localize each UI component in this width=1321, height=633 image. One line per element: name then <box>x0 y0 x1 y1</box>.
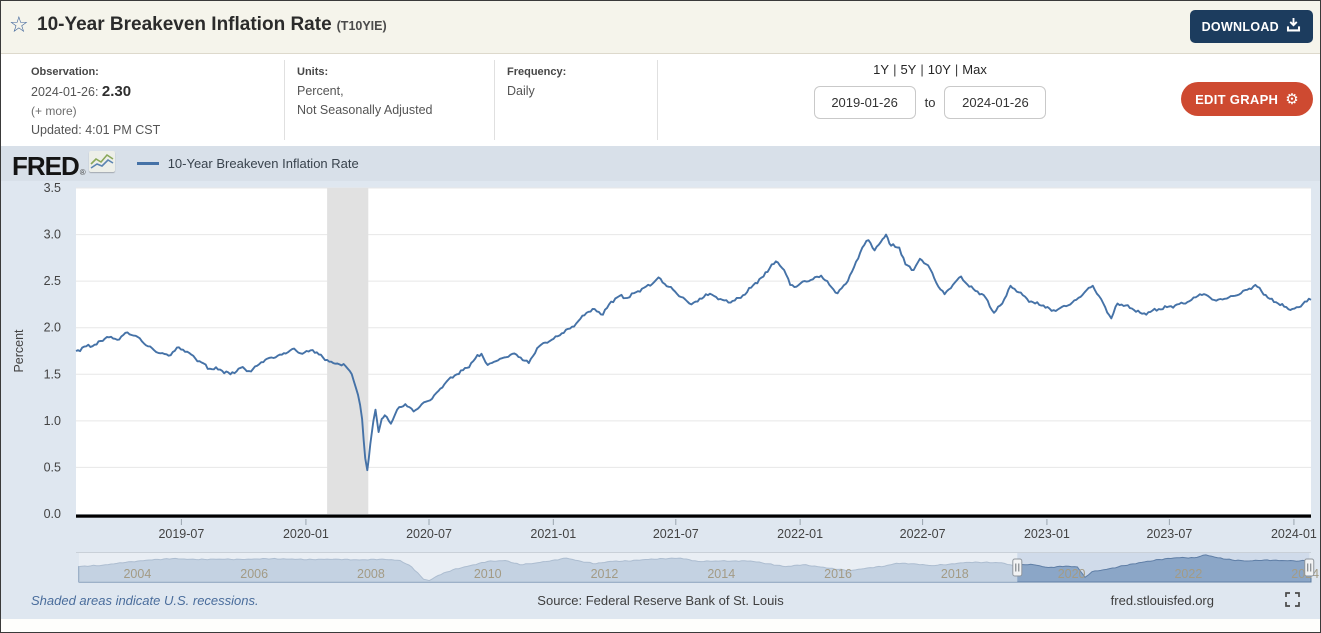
y-tick-label: 2.0 <box>44 321 61 335</box>
navigator-year-label: 2020 <box>1058 567 1086 581</box>
download-button-label: DOWNLOAD <box>1201 19 1279 34</box>
observation-label: Observation: <box>31 66 99 78</box>
y-tick-label: 3.0 <box>44 228 61 242</box>
x-tick-label: 2021-07 <box>653 527 699 541</box>
x-tick-label: 2022-07 <box>900 527 946 541</box>
divider <box>284 60 285 140</box>
frequency-value: Daily <box>507 84 535 98</box>
chart-footer: Shaded areas indicate U.S. recessions. S… <box>1 590 1320 614</box>
site-text: fred.stlouisfed.org <box>1110 593 1214 608</box>
navigator-year-label: 2014 <box>707 567 735 581</box>
navigator-handle[interactable] <box>1012 558 1023 577</box>
series-title: 10-Year Breakeven Inflation Rate <box>37 14 332 35</box>
fred-logo-chart-icon <box>88 150 115 177</box>
navigator-year-label: 2018 <box>941 567 969 581</box>
y-tick-label: 2.5 <box>44 274 61 288</box>
range-max[interactable]: Max <box>962 62 987 77</box>
observation-more-link[interactable]: (+ more) <box>31 104 77 118</box>
fred-logo-text: FRED <box>12 150 80 181</box>
range-5y[interactable]: 5Y <box>900 62 917 77</box>
units-block: Units: Percent, Not Seasonally Adjusted <box>297 63 433 120</box>
x-tick-label: 2020-01 <box>283 527 329 541</box>
download-icon <box>1286 18 1301 35</box>
download-button[interactable]: DOWNLOAD <box>1189 10 1313 43</box>
x-tick-label: 2023-07 <box>1146 527 1192 541</box>
chart-legend-band: FRED ® 10-Year Breakeven Inflation Rate <box>1 146 1320 181</box>
edit-graph-button[interactable]: EDIT GRAPH ⚙ <box>1181 82 1313 116</box>
navigator-year-label: 2004 <box>123 567 151 581</box>
favorite-star-icon[interactable]: ☆ <box>9 12 29 37</box>
recession-band <box>327 188 369 514</box>
divider <box>657 60 658 140</box>
observation-date: 2024-01-26: <box>31 85 99 99</box>
navigator-year-label: 2010 <box>474 567 502 581</box>
date-to-input[interactable] <box>944 86 1047 119</box>
range-selector: 1Y | 5Y | 10Y | Max <box>796 62 1064 77</box>
navigator-handle[interactable] <box>1304 558 1315 577</box>
y-tick-label: 0.5 <box>44 460 61 474</box>
x-tick-label: 2024-01 <box>1271 527 1317 541</box>
range-separator: | <box>893 62 897 77</box>
observation-value: 2.30 <box>101 83 132 100</box>
y-tick-label: 1.0 <box>44 414 61 428</box>
y-tick-label: 3.5 <box>44 181 61 195</box>
navigator-year-label: 2012 <box>591 567 619 581</box>
plot-area[interactable] <box>76 188 1311 514</box>
frequency-block: Frequency: Daily <box>507 63 566 101</box>
series-meta-bar: Observation: 2024-01-26: 2.30 (+ more) U… <box>1 54 1320 146</box>
range-1y[interactable]: 1Y <box>873 62 890 77</box>
gear-icon: ⚙ <box>1285 90 1299 108</box>
navigator-mask-outside <box>79 553 1018 582</box>
fred-logo[interactable]: FRED ® <box>12 150 115 181</box>
page-header: ☆ 10-Year Breakeven Inflation Rate (T10YI… <box>1 1 1320 54</box>
y-tick-label: 0.0 <box>44 507 61 521</box>
range-10y[interactable]: 10Y <box>927 62 951 77</box>
x-tick-label: 2021-01 <box>530 527 576 541</box>
navigator-year-label: 2016 <box>824 567 852 581</box>
units-value-line2: Not Seasonally Adjusted <box>297 103 433 117</box>
observation-updated: Updated: 4:01 PM CST <box>31 123 161 137</box>
x-tick-label: 2023-01 <box>1024 527 1070 541</box>
date-range-inputs: to <box>796 86 1064 119</box>
source-text: Source: Federal Reserve Bank of St. Loui… <box>537 593 784 608</box>
x-axis-line <box>76 514 1311 518</box>
units-value-line1: Percent, <box>297 84 344 98</box>
frequency-label: Frequency: <box>507 66 567 78</box>
observation-block: Observation: 2024-01-26: 2.30 (+ more) U… <box>31 63 160 140</box>
navigator-year-label: 2022 <box>1174 567 1202 581</box>
units-label: Units: <box>297 66 329 78</box>
range-controls: 1Y|5Y|10Y|Max to <box>796 62 1064 119</box>
y-tick-label: 1.5 <box>44 367 61 381</box>
date-from-input[interactable] <box>813 86 916 119</box>
chart-region: FRED ® 10-Year Breakeven Inflation Rate … <box>1 146 1320 619</box>
x-tick-label: 2019-07 <box>158 527 204 541</box>
fullscreen-icon[interactable] <box>1285 592 1300 610</box>
main-chart: 0.0 0.5 1.0 1.5 2.0 2.5 3.0 3.5 Percent 2019-07 20… <box>12 181 1319 583</box>
y-axis-title: Percent <box>12 329 26 373</box>
recession-note: Shaded areas indicate U.S. recessions. <box>31 593 259 608</box>
divider <box>494 60 495 140</box>
series-line[interactable] <box>75 233 1312 472</box>
series-legend: 10-Year Breakeven Inflation Rate <box>136 156 359 171</box>
legend-line-swatch <box>136 162 159 165</box>
date-to-label: to <box>924 95 936 110</box>
registered-mark: ® <box>79 167 86 177</box>
range-separator: | <box>954 62 959 77</box>
legend-label: 10-Year Breakeven Inflation Rate <box>167 156 359 171</box>
range-separator: | <box>920 62 924 77</box>
series-id: (T10YIE) <box>336 19 387 33</box>
x-tick-label: 2022-01 <box>777 527 823 541</box>
x-tick-label: 2020-07 <box>406 527 452 541</box>
navigator-year-label: 2006 <box>240 567 268 581</box>
page-title: 10-Year Breakeven Inflation Rate (T10YIE) <box>37 14 387 36</box>
bottom-spacer <box>1 619 1320 632</box>
navigator-year-label: 2008 <box>357 567 385 581</box>
edit-graph-label: EDIT GRAPH <box>1195 91 1279 107</box>
navigator-selection[interactable] <box>1017 553 1310 582</box>
